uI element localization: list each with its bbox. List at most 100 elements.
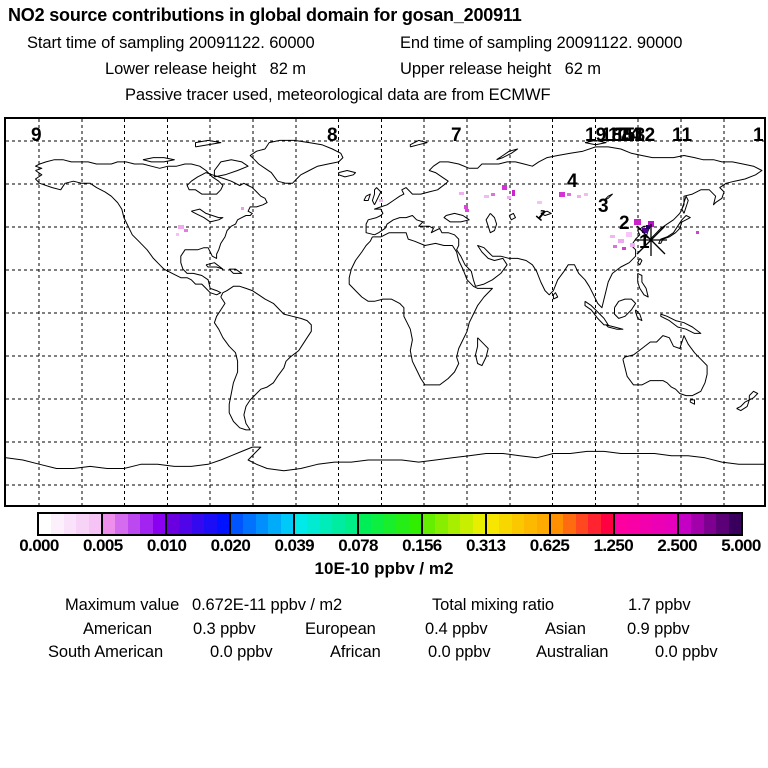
plume-pixel — [559, 192, 565, 197]
colorbar-cell — [588, 514, 601, 534]
total-mixing-ratio-label: Total mixing ratio — [432, 596, 554, 614]
coastline — [658, 215, 691, 244]
colorbar-tick: 0.000 — [19, 536, 59, 555]
coastline — [605, 324, 624, 330]
map-number-label: 2 — [619, 213, 630, 234]
colorbar-cell — [231, 514, 244, 534]
colorbar-cell — [408, 514, 422, 534]
coastline — [228, 268, 243, 274]
tracer-note-text: Passive tracer used, meteorological data… — [125, 86, 551, 104]
colorbar-cell — [140, 514, 153, 534]
colorbar-cell — [396, 514, 409, 534]
colorbar-cell — [664, 514, 678, 534]
colorbar-cell — [447, 514, 461, 534]
colorbar-cell — [371, 514, 384, 534]
colorbar-cell — [575, 514, 589, 534]
plume-pixel — [464, 205, 468, 209]
coastline — [660, 313, 702, 334]
coastline — [603, 193, 613, 201]
colorbar-segment — [357, 514, 422, 534]
map-number-label: 11 — [672, 125, 693, 146]
colorbar-cell — [551, 514, 564, 534]
colorbar-cell — [627, 514, 640, 534]
colorbar-segment — [613, 514, 678, 534]
plume-pixel — [610, 235, 615, 238]
region-value: 0.0 ppbv — [655, 643, 718, 661]
colorbar-tick: 1.250 — [593, 536, 634, 555]
plume-pixel — [622, 247, 626, 250]
coastline — [213, 159, 249, 178]
colorbar-cell — [152, 514, 166, 534]
colorbar-tick: 0.005 — [83, 536, 123, 555]
plume-pixel — [484, 195, 489, 198]
map-number-label: 19 — [585, 125, 606, 146]
colorbar-segment — [229, 514, 294, 534]
region-name: European — [305, 620, 376, 638]
colorbar-segment — [165, 514, 230, 534]
colorbar-cell — [76, 514, 89, 534]
colorbar-cell — [600, 514, 614, 534]
colorbar-cell — [344, 514, 358, 534]
coastline — [584, 139, 607, 146]
start-time-text: Start time of sampling 20091122. 60000 — [27, 34, 315, 52]
colorbar-cell — [63, 514, 77, 534]
colorbar-segment — [39, 514, 102, 534]
colorbar-tick: 2.500 — [657, 536, 697, 555]
map-number-label: 14 — [619, 125, 641, 146]
colorbar-segment — [293, 514, 358, 534]
colorbar-cell — [191, 514, 205, 534]
colorbar-cell — [255, 514, 269, 534]
plume-pixel — [630, 243, 635, 247]
colorbar-cell — [703, 514, 717, 534]
colorbar-cell — [103, 514, 116, 534]
colorbar-tick: 0.625 — [529, 536, 570, 555]
colorbar-cell — [51, 514, 64, 534]
coastline — [635, 309, 643, 322]
map-number-label: 18 — [601, 125, 622, 146]
coastline — [409, 139, 428, 148]
plume-pixel — [613, 245, 617, 248]
coastline — [348, 232, 493, 386]
total-mixing-ratio-value: 1.7 ppbv — [628, 596, 691, 614]
colorbar-cell — [615, 514, 628, 534]
colorbar-cell — [487, 514, 500, 534]
plume-pixel — [178, 225, 184, 229]
colorbar-cell — [716, 514, 729, 534]
colorbar-cell — [332, 514, 345, 534]
plume-pixel — [626, 232, 632, 237]
coastline — [365, 146, 763, 309]
map-number-label: 17 — [608, 125, 629, 146]
colorbar-cell — [280, 514, 294, 534]
colorbar-tick: 0.313 — [465, 536, 506, 555]
map-number-label: 4 — [567, 171, 578, 192]
colorbar-cell — [39, 514, 52, 534]
plume-pixel — [176, 233, 179, 236]
map-number-label: 7 — [451, 125, 462, 146]
colorbar-cell — [319, 514, 333, 534]
upper-release-text: Upper release height 62 m — [400, 60, 601, 78]
colorbar-cell — [639, 514, 653, 534]
colorbar-cell — [243, 514, 256, 534]
region-name: South American — [48, 643, 164, 661]
colorbar-cell — [268, 514, 281, 534]
world-map-svg: 98719181715141312111643121 — [6, 119, 764, 505]
colorbar-cell — [295, 514, 308, 534]
map-number-label: 8 — [327, 125, 338, 146]
colorbar-tick: 0.078 — [338, 536, 378, 555]
colorbar-cell — [460, 514, 473, 534]
colorbar-cell — [499, 514, 512, 534]
colorbar-cell — [115, 514, 128, 534]
region-name: Australian — [536, 643, 609, 661]
coastline — [191, 208, 224, 223]
coastline — [736, 399, 750, 412]
colorbar-cell — [167, 514, 180, 534]
colorbar-segment — [485, 514, 550, 534]
plume-pixel — [502, 185, 507, 190]
coastline — [142, 157, 175, 163]
coastline — [637, 258, 643, 266]
coastline — [205, 262, 224, 270]
map-number-label: 16 — [753, 125, 764, 146]
colorbar-cell — [472, 514, 486, 534]
coastline — [443, 212, 470, 223]
